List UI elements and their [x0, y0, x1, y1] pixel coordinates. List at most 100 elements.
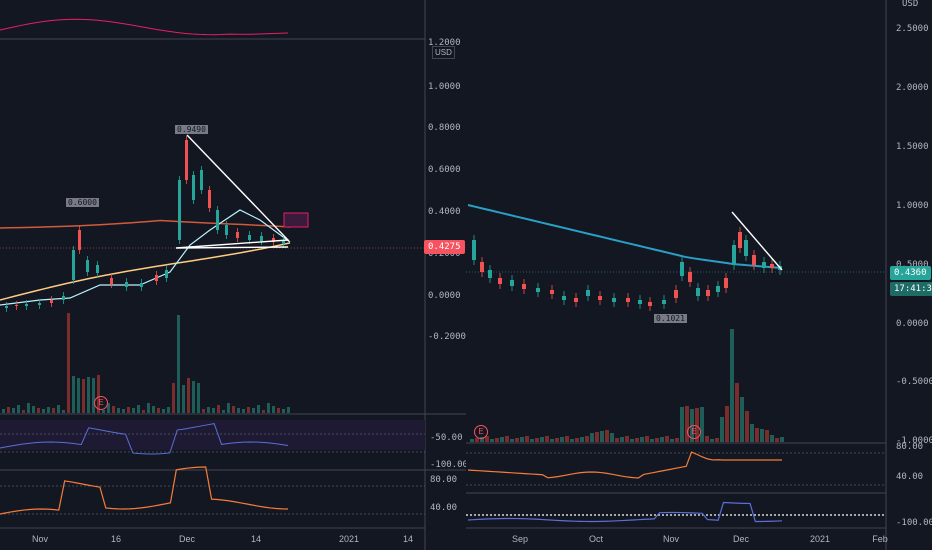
right-volume-bar: [775, 438, 779, 442]
left-volume-bar: [102, 410, 105, 413]
left-volume-bar: [272, 406, 275, 413]
left-last-price-tag: 0.4275: [424, 240, 465, 254]
left-volume-bar: [287, 407, 290, 413]
right-volume-bar: [710, 439, 714, 442]
right-volume-bar: [715, 438, 719, 442]
left-ma-red-line: [0, 219, 291, 229]
left-volume-bar: [232, 406, 235, 413]
right-volume-bar: [660, 437, 664, 442]
left-osc-background: [0, 420, 425, 450]
left-earnings-marker-icon[interactable]: E: [94, 396, 108, 410]
right-volume-bar: [560, 437, 564, 442]
right-chart-canvas[interactable]: [466, 0, 932, 550]
left-trendline: [175, 134, 290, 249]
right-volume-bar: [755, 428, 759, 442]
right-volume-bar: [765, 430, 769, 442]
right-volume-bar: [630, 439, 634, 442]
left-peak-label: 0.9490: [175, 125, 208, 134]
left-volume-bar: [92, 378, 95, 413]
left-volume-bar: [262, 410, 265, 413]
left-volume-bar: [187, 378, 190, 413]
left-volume-bar: [17, 405, 20, 413]
left-chart-pane[interactable]: 1.2000 USD 1.0000 0.8000 0.6000 0.4000 0…: [0, 0, 466, 550]
left-volume-bar: [7, 407, 10, 413]
left-price-label-7: -0.2000: [428, 332, 466, 342]
right-volume-bar: [760, 429, 764, 442]
left-volume-bar: [212, 408, 215, 413]
left-prior-peak-label: 0.6000: [66, 198, 99, 207]
left-volume-bar: [112, 406, 115, 413]
right-volume-bar: [490, 439, 494, 442]
left-volume-bar: [227, 403, 230, 413]
right-earnings-marker-icon-0[interactable]: E: [474, 425, 488, 439]
left-volume-bar: [242, 409, 245, 413]
right-time-label-1: Oct: [588, 534, 604, 544]
right-time-label-2: Nov: [662, 534, 680, 544]
left-volume-bar: [192, 381, 195, 413]
right-volume-bar: [610, 433, 614, 442]
left-price-label-1: 1.0000: [428, 82, 461, 92]
left-osc-upper-label-1: -100.00: [430, 460, 466, 470]
right-volume-bar: [495, 438, 499, 442]
right-rsi-label-0: 80.00: [896, 442, 924, 452]
left-ma-cyan-line: [0, 209, 291, 306]
left-chart-canvas[interactable]: [0, 0, 466, 550]
right-volume-bar: [635, 438, 639, 442]
left-volume-bar: [32, 406, 35, 413]
right-last-price-tag: 0.4360: [890, 266, 931, 280]
right-price-label-6: 0.0000: [896, 319, 929, 329]
left-volume-bar: [117, 408, 120, 413]
left-volume-bar: [207, 407, 210, 413]
right-volume-bar: [725, 406, 729, 442]
left-volume-bar: [2, 409, 5, 413]
right-trendline: [731, 211, 783, 271]
left-volume-bar: [252, 408, 255, 413]
left-volume-bar: [127, 407, 130, 413]
right-volume-bar: [595, 432, 599, 442]
right-ma-blue-line: [467, 204, 783, 269]
left-osc-lower-label-1: 40.00: [430, 503, 458, 513]
right-countdown-tag: 17:41:31: [890, 282, 932, 296]
left-volume-bar: [177, 315, 180, 413]
left-top-indicator-line: [0, 18, 289, 36]
right-volume-bar: [735, 383, 739, 442]
right-volume-bar: [565, 436, 569, 442]
right-volume-bar: [750, 424, 754, 442]
right-volume-bar: [555, 438, 559, 442]
right-osc-blue-line: [467, 501, 783, 523]
right-volume-bar: [770, 435, 774, 442]
left-volume-bar: [52, 408, 55, 413]
right-time-label-0: Sep: [511, 534, 529, 544]
right-rsi-orange-line: [467, 451, 782, 479]
right-price-label-2: 2.0000: [896, 83, 929, 93]
left-volume-bar: [77, 378, 80, 413]
left-osc-upper-label-0: -50.00: [430, 433, 463, 443]
right-volume-bar: [730, 329, 734, 442]
right-volume-bar: [590, 433, 594, 442]
left-volume-bar: [22, 410, 25, 413]
right-osc-label: -100.00: [896, 518, 932, 528]
right-volume-bar: [600, 431, 604, 442]
left-volume-bar: [202, 409, 205, 413]
left-volume-bar: [277, 408, 280, 413]
right-volume-bar: [705, 436, 709, 442]
right-volume-bar: [470, 439, 474, 442]
right-rsi-label-1: 40.00: [896, 472, 924, 482]
left-time-label-4: 2021: [338, 534, 360, 544]
left-volume-bar: [162, 409, 165, 413]
left-price-label-6: 0.0000: [428, 291, 461, 301]
left-volume-bar: [122, 409, 125, 413]
left-volume-bar: [147, 403, 150, 413]
left-volume-bar: [87, 377, 90, 413]
right-low-label: 0.1021: [654, 314, 687, 323]
right-volume-bar: [620, 437, 624, 442]
right-volume-bar: [740, 397, 744, 442]
right-earnings-marker-icon-1[interactable]: E: [687, 425, 701, 439]
right-currency-unit: USD: [902, 0, 919, 9]
right-price-label-1: 2.5000: [896, 24, 929, 34]
left-rsi-orange-line: [0, 466, 289, 515]
right-chart-pane[interactable]: USD 2.5000 2.0000 1.5000 1.0000 0.5000 0…: [466, 0, 932, 550]
right-volume-bar: [535, 438, 539, 442]
left-price-label-5: 0.2000: [428, 249, 461, 259]
left-currency-unit[interactable]: USD: [432, 46, 455, 59]
